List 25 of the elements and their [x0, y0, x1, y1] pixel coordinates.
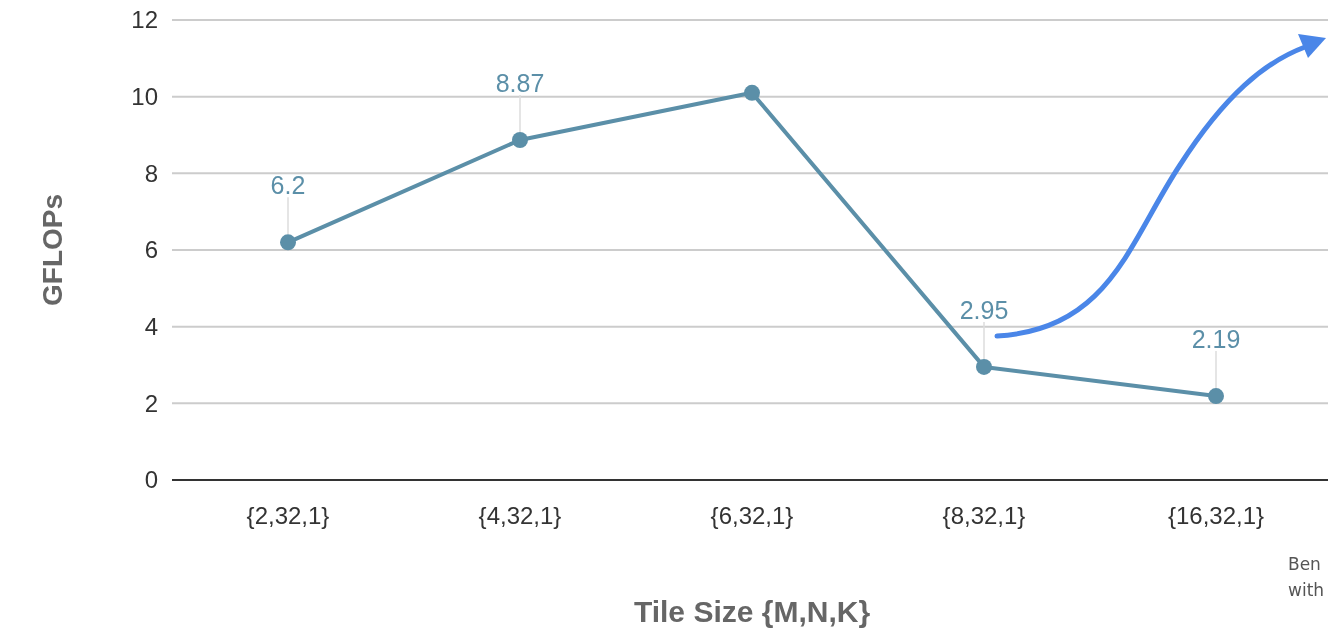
data-label: 8.87	[495, 68, 545, 97]
x-tick-label: {6,32,1}	[710, 502, 794, 529]
point	[512, 131, 528, 148]
y-tick-label: 0	[144, 466, 158, 494]
text: with	[1288, 580, 1325, 600]
point	[1208, 388, 1224, 405]
point	[744, 84, 760, 101]
x-tick-label: {16,32,1}	[1167, 502, 1265, 529]
y-tick-label: 12	[131, 6, 158, 34]
y-axis-title: GFLOPs	[37, 193, 68, 307]
y-tick-label: 10	[131, 83, 158, 111]
y-tick-label: 6	[144, 236, 158, 264]
text: Ben	[1288, 554, 1321, 574]
point	[280, 234, 296, 251]
y-tick-label: 4	[144, 313, 158, 341]
x-tick-label: {4,32,1}	[478, 502, 562, 529]
y-tick-label: 2	[144, 389, 158, 417]
data-label: 6.2	[270, 171, 306, 200]
point	[976, 358, 992, 375]
x-tick-label: {8,32,1}	[942, 502, 1026, 529]
x-axis-title: Tile Size {M,N,K}	[633, 595, 871, 628]
y-tick-label: 8	[144, 159, 158, 187]
data-label: 2.19	[1191, 325, 1241, 354]
data-label: 2.95	[959, 295, 1009, 324]
x-tick-label: {2,32,1}	[246, 502, 330, 529]
